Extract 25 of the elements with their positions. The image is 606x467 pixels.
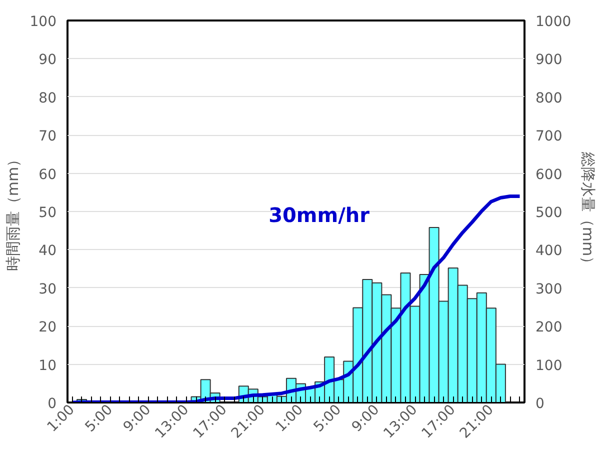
- y2-tick-label: 0: [536, 396, 544, 412]
- y-tick-label: 80: [38, 90, 57, 106]
- y2-tick-label: 400: [536, 243, 562, 260]
- y2-tick-label: 500: [536, 205, 562, 221]
- y-axis-title: 時間雨量（mm）: [4, 152, 22, 272]
- y2-tick-label: 600: [536, 166, 562, 183]
- y-tick-label: 100: [30, 14, 57, 30]
- line-series: [70, 194, 522, 402]
- y-tick-label: 40: [38, 243, 57, 260]
- y-tick-label: 20: [38, 320, 57, 336]
- y-tick-label: 50: [38, 205, 57, 221]
- y-tick-label: 60: [38, 166, 57, 183]
- y2-tick-label: 1000: [536, 14, 572, 30]
- y2-tick-label: 100: [536, 358, 562, 374]
- y2-tick-label: 900: [536, 52, 562, 68]
- y2-tick-label: 300: [536, 281, 562, 298]
- y2-tick-label: 800: [536, 90, 562, 106]
- y-tick-label: 10: [38, 358, 57, 374]
- y-tick-label: 30: [38, 281, 57, 298]
- y-tick-label: 90: [38, 52, 57, 68]
- y2-tick-label: 700: [536, 128, 562, 145]
- annotation: 30mm/hr: [268, 202, 370, 227]
- y-tick-label: 70: [38, 128, 57, 145]
- y2-tick-label: 200: [536, 320, 562, 336]
- y2-axis-title: 総降水量（mm）: [579, 150, 598, 272]
